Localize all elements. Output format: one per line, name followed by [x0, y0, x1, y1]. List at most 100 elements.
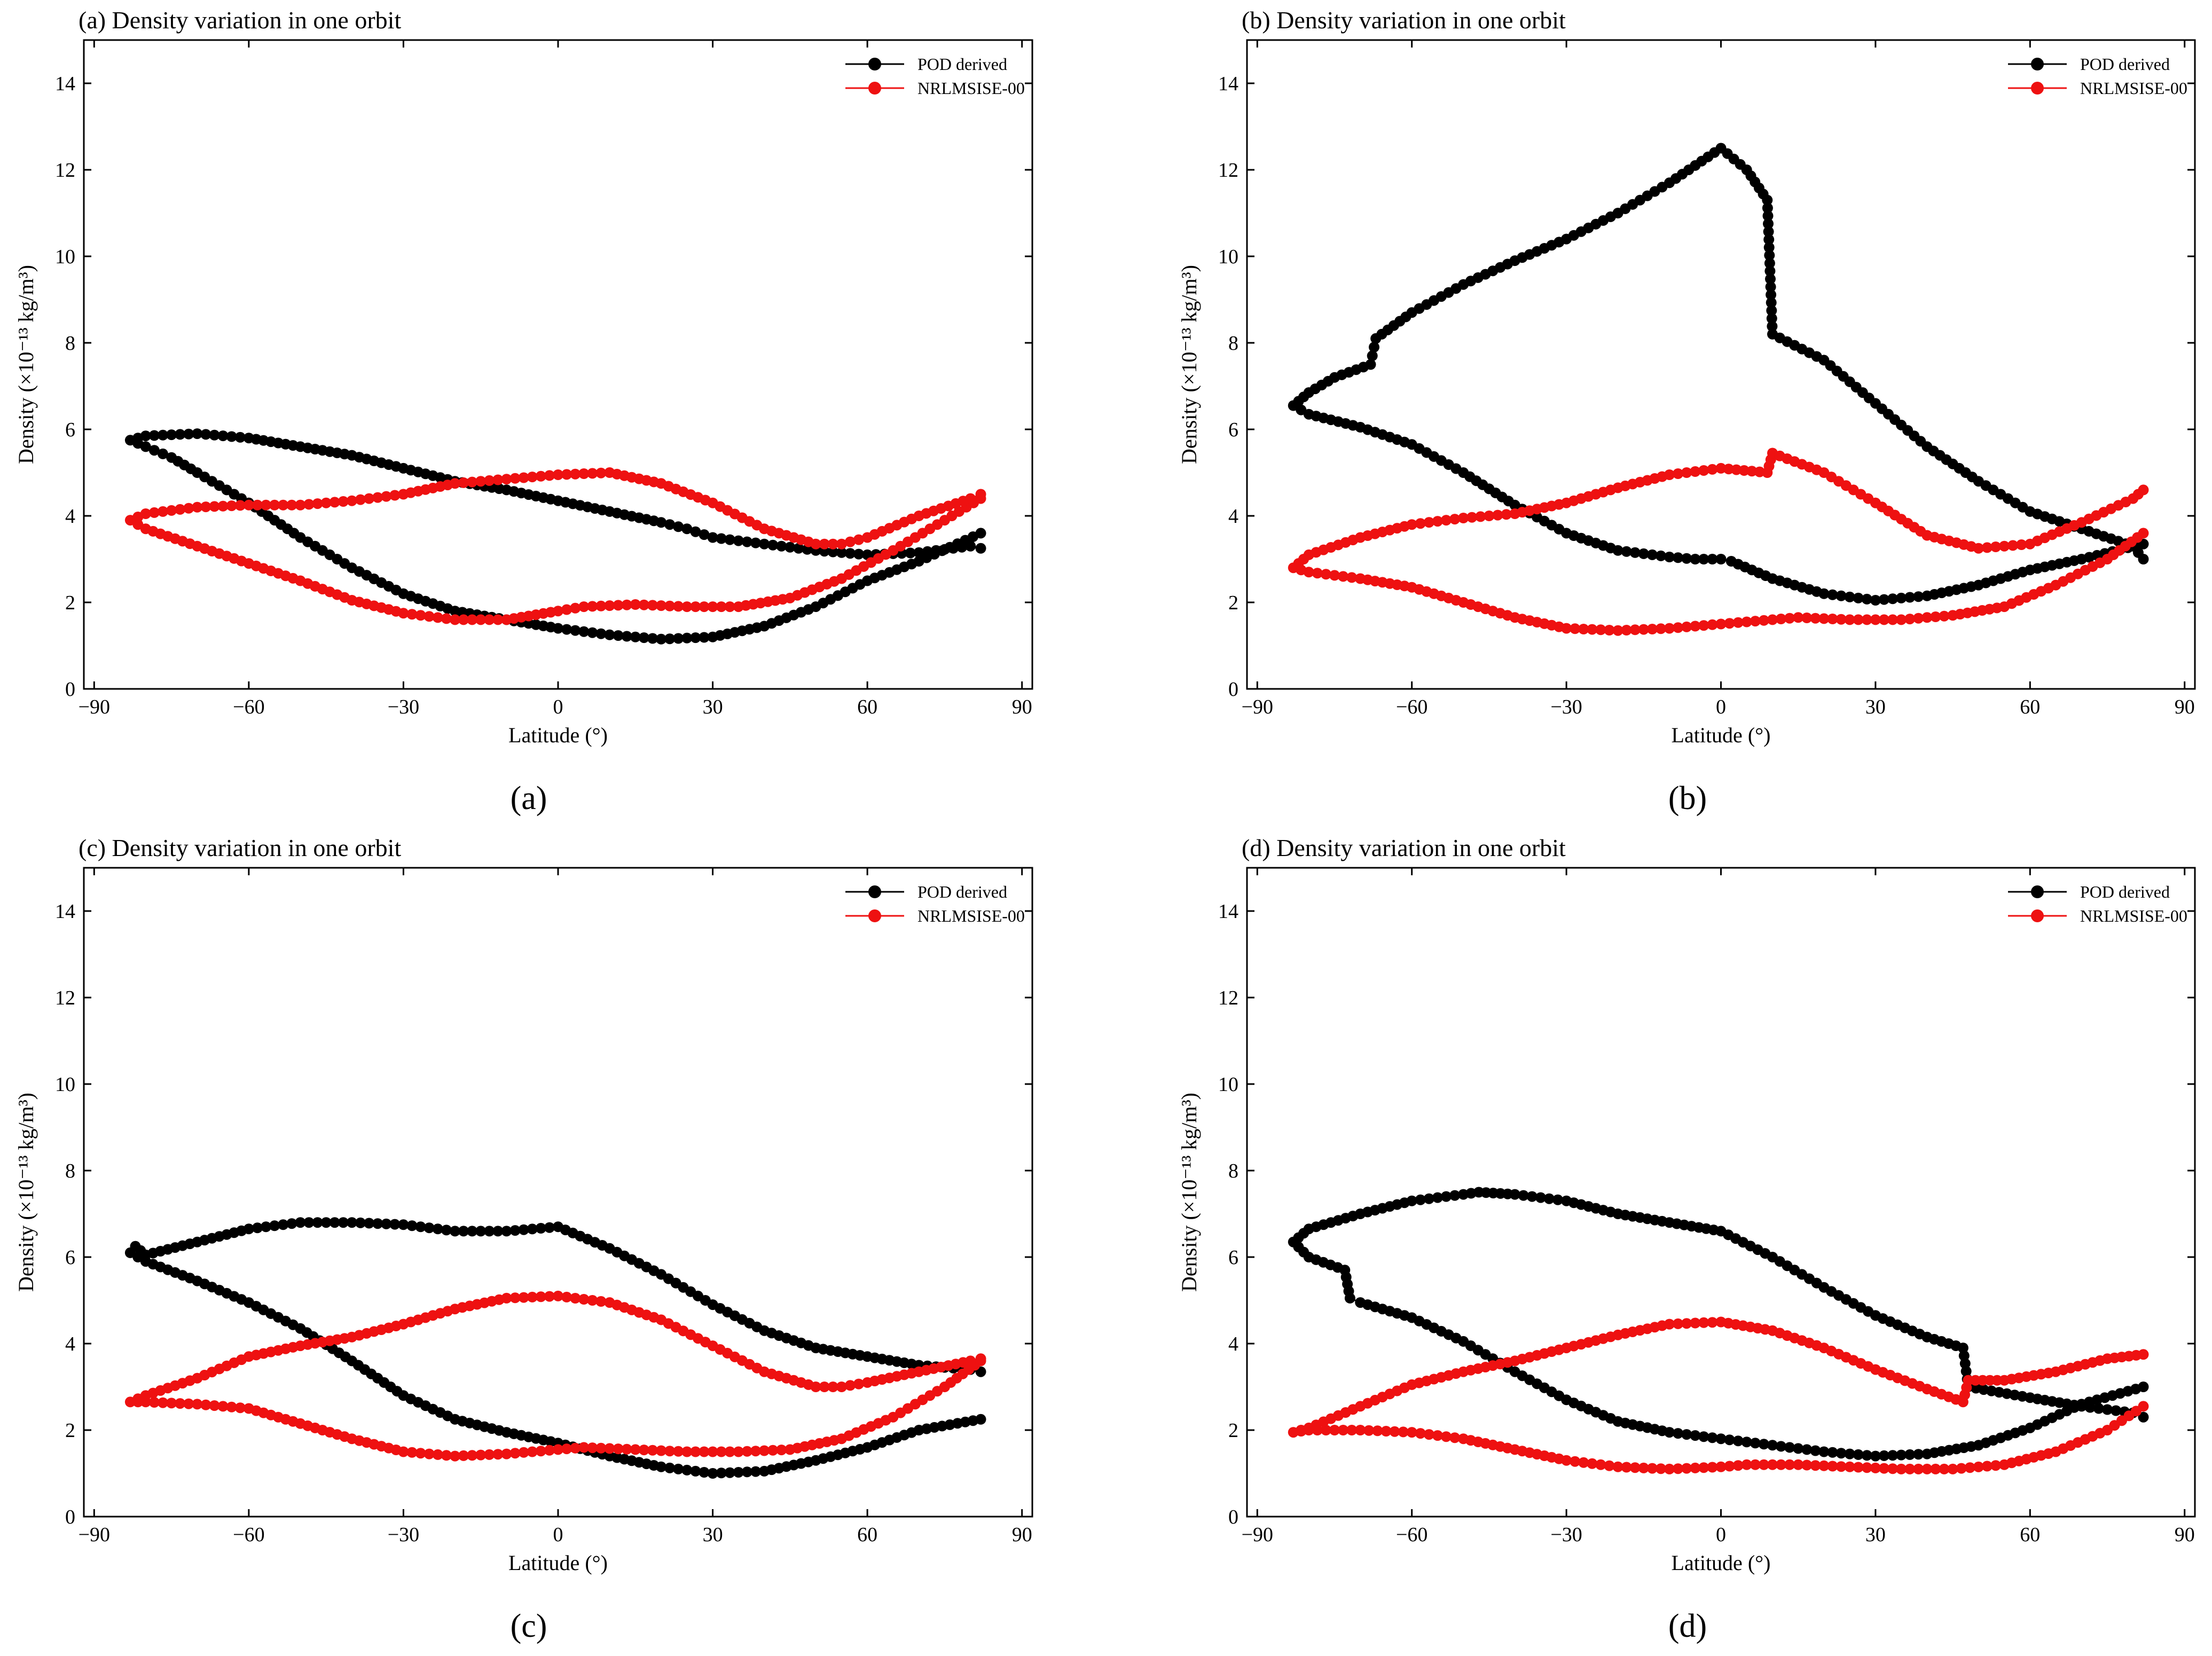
data-point [527, 1446, 538, 1457]
legend-label: NRLMSISE-00 [917, 906, 1025, 925]
data-point [1766, 289, 1777, 300]
data-point [759, 538, 770, 550]
data-point [1818, 613, 1830, 624]
x-tick-label: −90 [79, 696, 110, 718]
legend-marker [2031, 885, 2044, 898]
data-point [1836, 614, 1847, 625]
data-point [673, 1463, 684, 1474]
data-point [346, 495, 357, 506]
data-point [1801, 1444, 1813, 1455]
data-point [243, 1403, 254, 1414]
data-point [140, 508, 151, 519]
data-point [681, 632, 693, 643]
data-point [673, 633, 684, 644]
data-point [175, 1398, 186, 1409]
data-point [1879, 614, 1889, 625]
y-tick-label: 14 [55, 900, 75, 923]
x-axis-label: Latitude (°) [508, 723, 608, 747]
data-point [432, 1223, 443, 1235]
data-point [1681, 1318, 1692, 1329]
legend-label: NRLMSISE-00 [2080, 906, 2187, 925]
data-point [930, 545, 942, 556]
data-point [1355, 573, 1366, 584]
data-point [1612, 625, 1623, 636]
data-point [570, 1442, 581, 1454]
y-axis-label: Density (×10⁻¹³ kg/m³) [14, 265, 38, 464]
data-point [1484, 511, 1495, 521]
data-point [1707, 619, 1718, 630]
data-point [1621, 546, 1632, 557]
y-tick-label: 10 [1218, 1073, 1238, 1096]
data-point [518, 1224, 529, 1235]
data-point [501, 1292, 512, 1304]
y-tick-label: 2 [65, 1419, 75, 1442]
data-point [1690, 1430, 1701, 1441]
y-tick-label: 8 [1228, 1160, 1238, 1182]
data-point [450, 1450, 460, 1462]
data-point [1793, 1459, 1804, 1470]
data-point [819, 1382, 830, 1392]
data-point [518, 1292, 529, 1303]
data-point [209, 429, 220, 441]
data-point [1724, 1434, 1735, 1446]
data-point [234, 431, 246, 443]
panel-caption: (a) [511, 780, 547, 817]
data-point [1458, 1433, 1469, 1445]
data-point [234, 500, 246, 511]
data-point [716, 601, 727, 613]
data-point [1887, 1450, 1899, 1461]
data-point [1999, 1459, 2010, 1470]
x-tick-label: 0 [1716, 696, 1726, 718]
data-point [1406, 519, 1417, 530]
data-point [166, 1398, 177, 1409]
x-tick-label: 60 [2020, 696, 2040, 718]
x-tick-label: 30 [1865, 1524, 1886, 1546]
data-point [1646, 549, 1658, 560]
data-point [1570, 1456, 1581, 1467]
data-point [716, 533, 727, 544]
data-point [741, 1446, 752, 1457]
data-point [527, 1223, 538, 1235]
data-point [785, 1444, 796, 1455]
y-tick-label: 12 [55, 987, 75, 1009]
data-point [975, 543, 986, 554]
legend-entry: NRLMSISE-00 [845, 906, 1025, 925]
y-tick-label: 0 [1228, 678, 1238, 701]
legend-marker [868, 58, 881, 70]
legend-marker [868, 82, 881, 95]
data-point [1415, 1428, 1426, 1439]
data-point [1638, 1462, 1649, 1473]
data-point [1732, 617, 1744, 628]
y-tick-label: 6 [1228, 419, 1238, 441]
y-tick-label: 12 [1218, 987, 1238, 1009]
data-point [1415, 1194, 1426, 1205]
data-point [535, 1446, 546, 1457]
data-point [1638, 624, 1649, 635]
data-point [681, 1446, 693, 1457]
data-point [1329, 1425, 1340, 1435]
data-point [595, 600, 607, 611]
data-point [1776, 614, 1786, 624]
data-point [1844, 1461, 1855, 1472]
data-point [423, 1222, 435, 1234]
data-point [1543, 1193, 1555, 1204]
data-point [1844, 1448, 1855, 1459]
data-point [475, 476, 487, 487]
x-tick-label: −60 [1396, 696, 1427, 718]
data-point [243, 499, 254, 511]
data-point [1913, 591, 1924, 602]
data-point [1552, 1194, 1563, 1205]
y-tick-label: 0 [65, 1506, 75, 1528]
data-point [1853, 1462, 1864, 1473]
series-nrlmsise-00 [124, 1290, 986, 1462]
data-point [192, 1399, 203, 1410]
data-point [707, 1446, 718, 1457]
data-point [673, 1446, 684, 1457]
data-point [467, 1450, 478, 1461]
data-point [158, 1397, 168, 1408]
data-point [1861, 1462, 1872, 1473]
data-point [1380, 1426, 1392, 1437]
data-point [595, 1442, 607, 1454]
data-point [441, 613, 452, 624]
data-point [509, 1292, 521, 1304]
